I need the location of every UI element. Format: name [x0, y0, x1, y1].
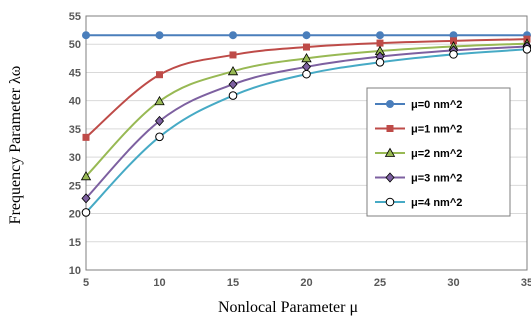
y-tick-label: 30	[69, 152, 81, 164]
legend-marker	[385, 172, 395, 183]
data-point	[154, 115, 165, 127]
data-point	[154, 95, 165, 106]
y-tick-label: 10	[69, 265, 81, 277]
data-point	[302, 69, 311, 79]
legend-item: μ=1 nm^2	[375, 124, 462, 136]
data-point	[522, 45, 531, 54]
x-axis-ticks: 5 10 15 20 25 30 35	[83, 277, 531, 289]
x-tick-label: 35	[521, 277, 531, 289]
y-tick-label: 25	[69, 180, 81, 192]
data-point	[81, 193, 91, 204]
data-point	[449, 50, 458, 59]
data-point	[81, 208, 91, 217]
legend-item: μ=3 nm^2	[375, 172, 462, 185]
data-point	[82, 31, 90, 40]
y-tick-label: 15	[69, 237, 81, 249]
x-axis-title: Nonlocal Parameter μ	[218, 299, 358, 316]
data-point	[228, 79, 238, 90]
x-tick-label: 10	[153, 277, 165, 289]
data-point	[303, 43, 310, 51]
data-point	[155, 31, 164, 40]
data-point	[228, 91, 238, 100]
legend-label: μ=4 nm^2	[411, 197, 462, 209]
legend-item: μ=0 nm^2	[375, 99, 462, 111]
data-point	[229, 51, 237, 59]
plot-area-border	[85, 15, 528, 271]
legend-item: μ=4 nm^2	[375, 197, 462, 209]
data-point	[302, 31, 311, 40]
y-tick-label: 40	[69, 96, 81, 108]
x-tick-label: 15	[227, 277, 239, 289]
y-tick-label: 50	[69, 39, 81, 51]
x-tick-label: 20	[300, 277, 312, 289]
legend-marker	[385, 197, 395, 207]
y-tick-label: 35	[69, 124, 81, 136]
data-point	[375, 57, 385, 67]
y-tick-label: 20	[69, 209, 81, 221]
data-point	[376, 31, 384, 40]
y-axis-ticks: 10 15 20 25 30 35 40 45 50 55	[69, 11, 81, 277]
legend-marker	[386, 100, 394, 108]
y-tick-label: 55	[69, 11, 81, 23]
data-point	[229, 31, 237, 40]
series-1	[82, 31, 531, 40]
series-5	[81, 45, 531, 217]
data-point	[80, 170, 92, 181]
legend-label: μ=3 nm^2	[411, 173, 462, 185]
data-point	[82, 133, 90, 141]
data-point	[450, 37, 457, 45]
legend-label: μ=2 nm^2	[411, 148, 462, 160]
legend: μ=0 nm^2 μ=1 nm^2 μ=2 nm^2 μ=3 nm^2 μ=4 nm^2	[366, 87, 511, 217]
legend-item: μ=2 nm^2	[375, 147, 462, 160]
legend-label: μ=1 nm^2	[411, 124, 462, 136]
x-tick-label: 30	[447, 277, 459, 289]
data-point	[227, 65, 239, 76]
y-axis-title: Frequency Parameter λω	[7, 66, 24, 225]
series-lines	[80, 31, 531, 217]
data-point	[156, 71, 163, 79]
data-point	[155, 132, 164, 142]
legend-marker	[384, 147, 396, 157]
data-point	[376, 39, 384, 47]
legend-label: μ=0 nm^2	[411, 99, 462, 111]
x-tick-label: 25	[374, 277, 386, 289]
x-tick-label: 5	[83, 277, 89, 289]
y-tick-label: 45	[69, 67, 81, 79]
legend-marker	[386, 125, 394, 132]
